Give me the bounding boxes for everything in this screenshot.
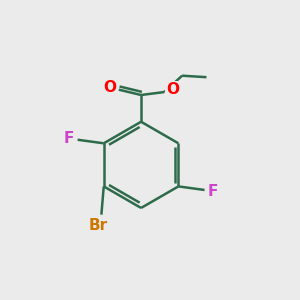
Text: Br: Br — [88, 218, 107, 232]
Text: F: F — [64, 131, 74, 146]
Text: F: F — [208, 184, 218, 199]
Text: O: O — [103, 80, 116, 95]
Text: O: O — [166, 82, 179, 97]
